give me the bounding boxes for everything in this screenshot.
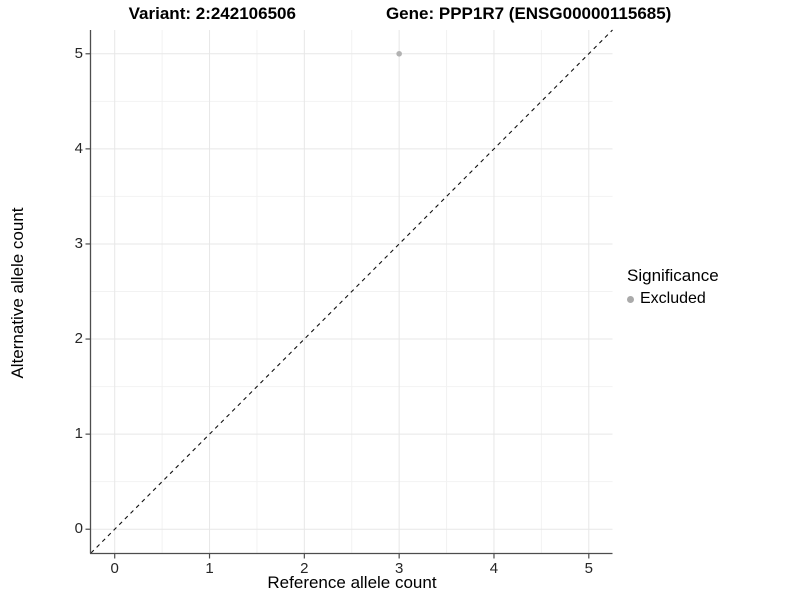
x-tick-label: 2: [300, 560, 309, 577]
x-tick-label: 1: [205, 560, 214, 577]
plot-title-row: Variant: 2:242106506 Gene: PPP1R7 (ENSG0…: [0, 4, 800, 24]
excluded-point-icon: [627, 295, 634, 303]
data-point: [396, 50, 402, 57]
x-axis-title: Reference allele count: [267, 573, 437, 592]
legend: Significance Excluded: [627, 266, 719, 308]
legend-item-label: Excluded: [640, 290, 706, 307]
y-tick-label: 1: [74, 425, 83, 443]
legend-title: Significance: [627, 266, 719, 285]
y-tick-label: 2: [74, 330, 83, 348]
identity-reference-line: [90, 29, 613, 554]
x-tick-label: 4: [489, 560, 499, 577]
legend-item-excluded: Excluded: [627, 290, 719, 308]
variant-title: Variant: 2:242106506: [128, 4, 296, 23]
x-tick-label: 3: [394, 560, 404, 577]
y-tick-label: 0: [74, 520, 83, 538]
y-axis-title: Alternative allele count: [8, 207, 27, 379]
y-tick-label: 3: [74, 234, 83, 252]
y-tick-label: 4: [74, 139, 83, 157]
x-tick-label: 5: [584, 560, 593, 577]
y-tick-label: 5: [74, 44, 83, 62]
x-tick-label: 0: [110, 560, 119, 577]
gene-title: Gene: PPP1R7 (ENSG00000115685): [385, 4, 672, 23]
